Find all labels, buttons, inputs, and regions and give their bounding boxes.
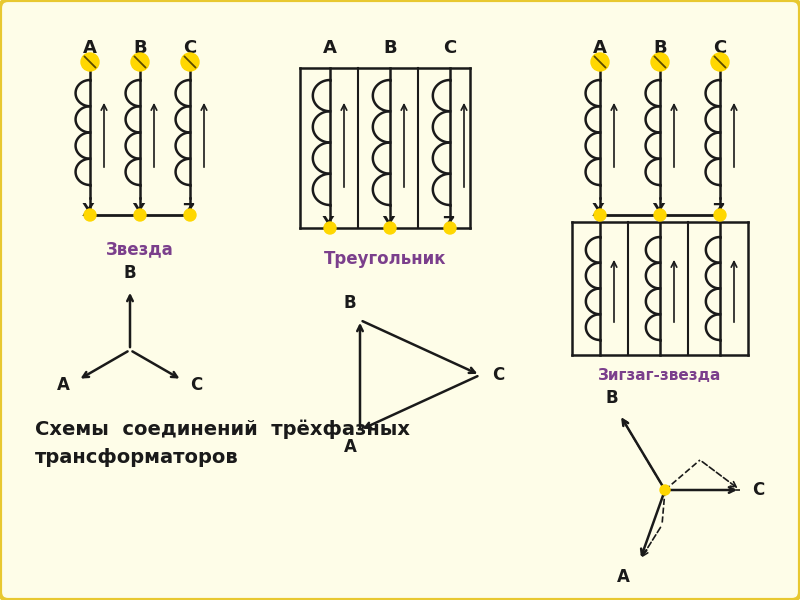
Text: Z: Z (182, 202, 194, 220)
Circle shape (324, 222, 336, 234)
Circle shape (594, 209, 606, 221)
Text: Z: Z (712, 202, 724, 220)
Text: B: B (653, 39, 667, 57)
Circle shape (134, 209, 146, 221)
Circle shape (444, 222, 456, 234)
Circle shape (81, 53, 99, 71)
Circle shape (84, 209, 96, 221)
Text: A: A (593, 39, 607, 57)
Text: B: B (124, 264, 136, 282)
Circle shape (660, 485, 670, 495)
Circle shape (384, 222, 396, 234)
Text: C: C (183, 39, 197, 57)
Text: C: C (190, 376, 203, 394)
Text: A: A (323, 39, 337, 57)
Text: A: A (343, 438, 357, 456)
Text: Y: Y (382, 215, 394, 233)
Text: B: B (344, 294, 356, 312)
Circle shape (184, 209, 196, 221)
Circle shape (181, 53, 199, 71)
Text: Схемы  соединений  трёхфазных
трансформаторов: Схемы соединений трёхфазных трансформато… (35, 420, 410, 467)
Text: X: X (322, 215, 334, 233)
Circle shape (591, 53, 609, 71)
Circle shape (131, 53, 149, 71)
Circle shape (714, 209, 726, 221)
Text: B: B (383, 39, 397, 57)
Text: X: X (82, 202, 94, 220)
Text: B: B (133, 39, 147, 57)
Text: A: A (617, 568, 630, 586)
Text: C: C (492, 366, 504, 384)
Text: Z: Z (442, 215, 454, 233)
Text: B: B (606, 389, 618, 407)
Text: Треугольник: Треугольник (324, 250, 446, 268)
Circle shape (651, 53, 669, 71)
Text: Звезда: Звезда (106, 240, 174, 258)
Text: Зигзаг-звезда: Зигзаг-звезда (598, 368, 722, 383)
Text: C: C (443, 39, 457, 57)
Text: A: A (83, 39, 97, 57)
Circle shape (654, 209, 666, 221)
Text: C: C (752, 481, 764, 499)
Text: Y: Y (652, 202, 664, 220)
Text: X: X (591, 202, 605, 220)
Text: A: A (57, 376, 70, 394)
Text: Y: Y (132, 202, 144, 220)
Circle shape (711, 53, 729, 71)
Text: C: C (714, 39, 726, 57)
